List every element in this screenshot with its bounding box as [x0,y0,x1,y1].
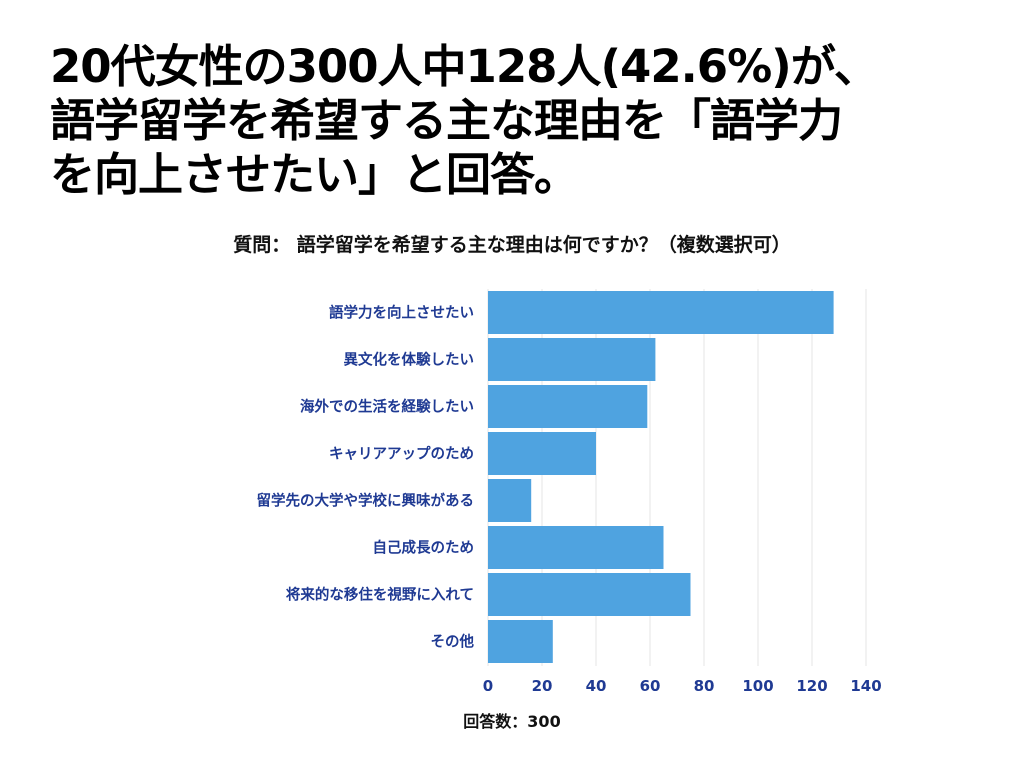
category-label-6: 自己成長のため [373,539,475,557]
x-tick-label-60: 60 [640,677,661,695]
bar-6 [488,526,664,569]
category-label-1: 語学力を向上させたい [329,304,474,322]
headline-line-2: 語学留学を希望する主な理由を「語学力 [50,94,843,147]
headline: 20代女性の300人中128人(42.6%)が、 語学留学を希望する主な理由を「… [50,40,1000,202]
bar-1 [488,291,834,334]
chart-question: 質問： 語学留学を希望する主な理由は何ですか？（複数選択可） [233,234,791,256]
bar-2 [488,338,656,381]
bar-7 [488,573,691,616]
bar-4 [488,432,596,475]
category-label-7: 将来的な移住を視野に入れて [286,586,474,604]
headline-line-1: 20代女性の300人中128人(42.6%)が、 [50,40,879,93]
bar-5 [488,479,532,522]
x-tick-label-120: 120 [796,677,827,695]
category-label-4: キャリアアップのため [329,446,474,463]
bar-chart: 語学力を向上させたい異文化を体験したい海外での生活を経験したいキャリアアップのた… [257,289,882,695]
category-label-2: 異文化を体験したい [344,351,475,369]
bar-8 [488,620,553,663]
category-label-3: 海外での生活を経験したい [300,398,474,416]
x-tick-label-0: 0 [483,677,493,695]
category-label-5: 留学先の大学や学校に興味がある [257,492,475,510]
x-tick-label-80: 80 [694,677,715,695]
response-count: 回答数：300 [463,712,561,731]
bar-3 [488,385,648,428]
x-tick-label-140: 140 [850,677,881,695]
headline-line-3: を向上させたい」と回答。 [50,148,579,201]
category-label-8: その他 [431,633,475,651]
x-tick-label-40: 40 [586,677,607,695]
x-tick-label-20: 20 [532,677,553,695]
x-tick-label-100: 100 [742,677,773,695]
